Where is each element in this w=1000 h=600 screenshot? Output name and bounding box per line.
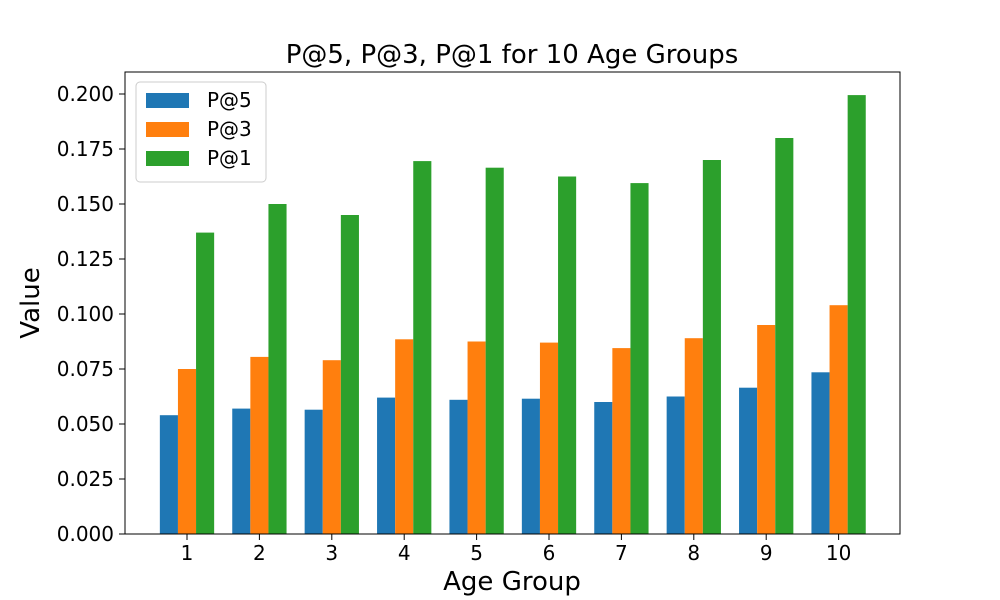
y-tick-label: 0.175 (57, 137, 114, 161)
y-tick-label: 0.100 (57, 302, 114, 326)
bar-P@5-7 (594, 402, 613, 534)
x-tick-label: 5 (470, 541, 483, 565)
bar-P@1-9 (775, 138, 794, 534)
bar-P@3-7 (612, 348, 631, 534)
x-tick-label: 10 (826, 541, 851, 565)
bar-P@5-3 (304, 409, 323, 534)
bar-P@1-8 (702, 160, 721, 534)
series-P@3 (177, 305, 848, 534)
bar-P@1-7 (630, 183, 649, 534)
axes-layer: 0.000 0.025 0.050 0.075 0.100 0.125 0.150 0.175… (57, 71, 901, 565)
legend-swatch-P@1 (146, 151, 189, 166)
bar-P@1-2 (268, 204, 287, 534)
legend-label-P@3: P@3 (207, 117, 252, 141)
x-tick-label: 9 (760, 541, 773, 565)
bar-P@5-2 (232, 408, 251, 534)
legend-swatch-P@5 (146, 93, 189, 108)
x-tick-label: 3 (325, 541, 338, 565)
bar-P@3-5 (467, 341, 486, 534)
bar-P@3-1 (177, 369, 197, 534)
bar-P@5-9 (739, 387, 758, 534)
bar-P@1-10 (847, 95, 866, 534)
x-axis-label: Age Group (443, 567, 581, 597)
bar-P@3-10 (829, 305, 848, 534)
legend-label-P@5: P@5 (207, 88, 252, 112)
legend-swatch-P@3 (146, 122, 189, 137)
x-tick-label: 7 (615, 541, 628, 565)
legend: P@5 P@3 P@1 (135, 81, 267, 183)
bar-P@3-3 (322, 360, 341, 534)
y-axis-label: Value (16, 267, 46, 338)
bar-P@1-6 (558, 176, 577, 534)
x-tick-label: 4 (398, 541, 411, 565)
bar-P@5-1 (159, 415, 178, 534)
bar-P@1-5 (485, 167, 504, 534)
y-tick-label: 0.150 (57, 192, 114, 216)
x-tick-label: 1 (181, 541, 194, 565)
bar-P@3-8 (684, 338, 703, 534)
bars-layer (159, 95, 866, 534)
plot-frame (124, 71, 901, 535)
y-tick-label: 0.050 (57, 412, 114, 436)
chart-title: P@5, P@3, P@1 for 10 Age Groups (286, 40, 739, 70)
legend-label-P@1: P@1 (207, 146, 252, 170)
x-tick-label: 6 (543, 541, 556, 565)
x-tick-label: 8 (687, 541, 700, 565)
series-P@1 (196, 95, 866, 534)
bar-P@5-10 (811, 372, 830, 534)
bar-P@5-6 (521, 398, 540, 534)
y-tick-label: 0.075 (57, 357, 114, 381)
series-P@5 (159, 372, 830, 534)
bar-P@5-8 (666, 396, 685, 534)
x-tick-label: 2 (253, 541, 266, 565)
bar-P@1-3 (340, 215, 359, 534)
bar-P@5-4 (377, 397, 396, 534)
bar-P@5-5 (449, 399, 468, 534)
y-tick-label: 0.200 (57, 82, 114, 106)
bar-P@1-1 (196, 232, 215, 534)
y-tick-label: 0.000 (57, 522, 114, 546)
y-tick-label: 0.025 (57, 467, 114, 491)
bar-P@1-4 (413, 161, 432, 534)
bar-P@3-9 (757, 325, 776, 534)
y-tick-label: 0.125 (57, 247, 114, 271)
bar-P@3-4 (395, 339, 414, 534)
bar-P@3-6 (539, 342, 559, 534)
bar-P@3-2 (250, 356, 269, 534)
